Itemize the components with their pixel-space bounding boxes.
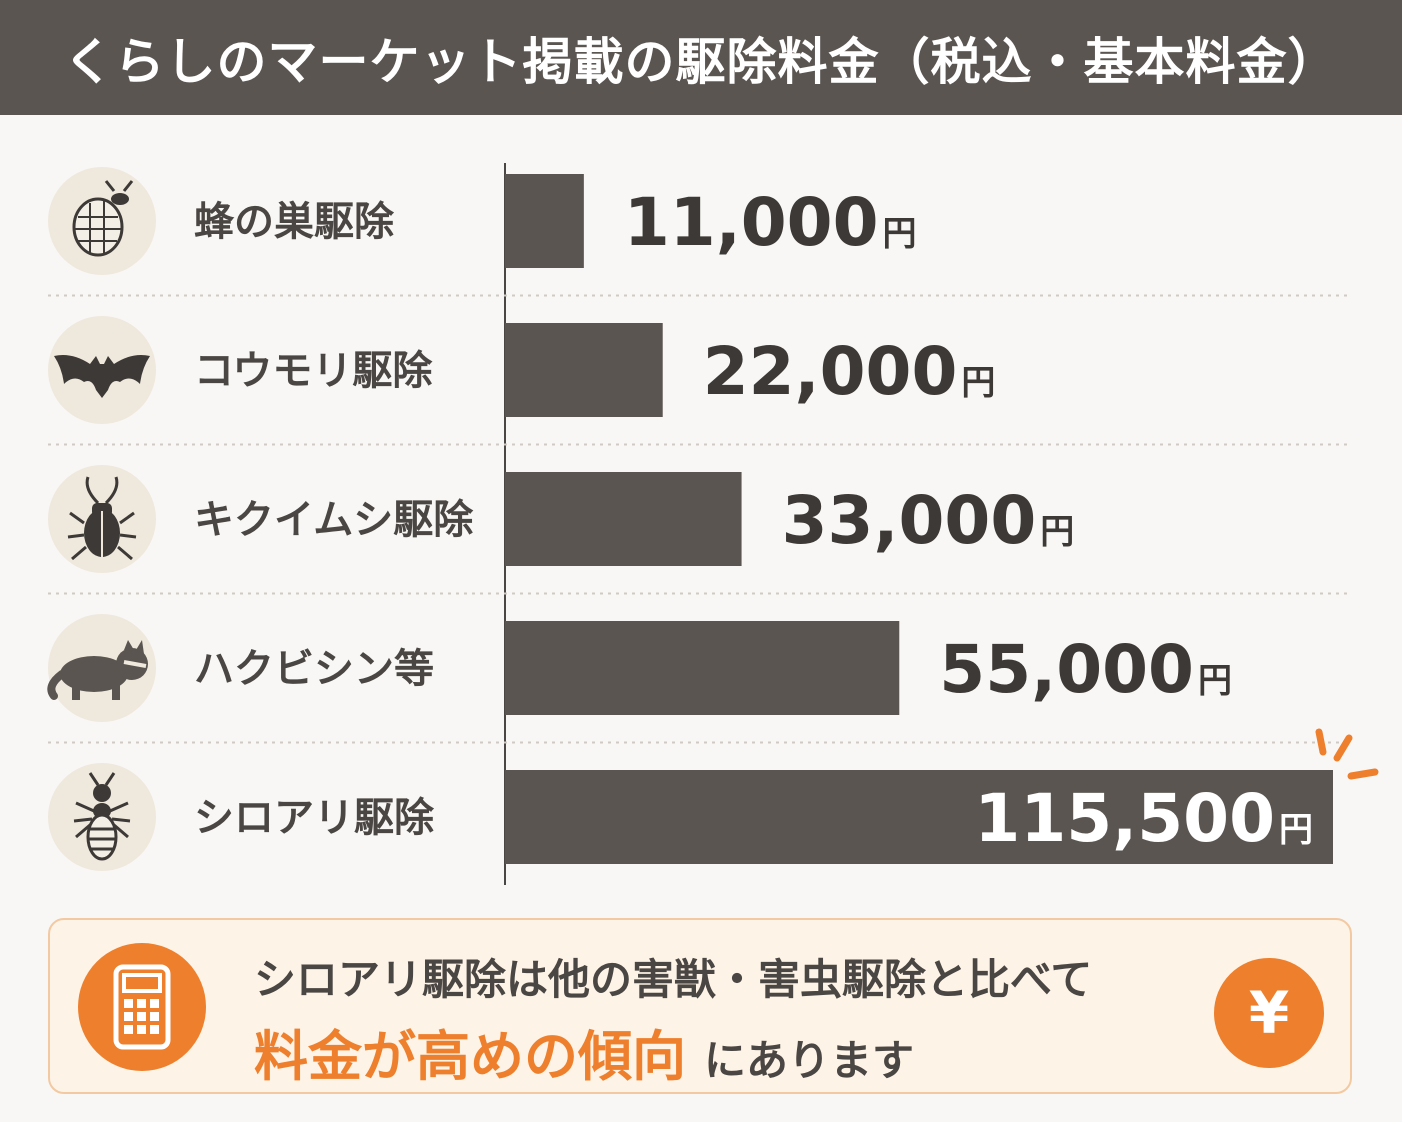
highlight-sparkle-icon xyxy=(1315,728,1379,780)
value-number: 11,000 xyxy=(624,184,879,261)
yen-symbol: ¥ xyxy=(1248,979,1290,1047)
note-box: シロアリ駆除は他の害獣・害虫駆除と比べて 料金が高めの傾向 にあります ¥ xyxy=(48,918,1352,1094)
calculator-icon xyxy=(78,943,206,1071)
bar xyxy=(505,472,742,566)
value-number: 22,000 xyxy=(703,333,958,410)
note-line-1: シロアリ駆除は他の害獣・害虫駆除と比べて xyxy=(254,955,1093,1004)
category-label: 蜂の巣駆除 xyxy=(194,199,395,245)
bar xyxy=(505,770,1333,864)
category-label: キクイムシ駆除 xyxy=(194,497,474,543)
civet-icon xyxy=(47,614,156,722)
value-unit: 円 xyxy=(961,363,995,403)
value-number: 33,000 xyxy=(782,482,1037,559)
value-unit: 円 xyxy=(883,214,917,254)
bar xyxy=(505,621,900,715)
yen-icon: ¥ xyxy=(1214,958,1324,1068)
bat-icon xyxy=(48,316,156,424)
value-unit: 円 xyxy=(1279,810,1313,850)
value-number: 115,500 xyxy=(974,780,1275,857)
value-number: 55,000 xyxy=(939,631,1194,708)
termite-icon xyxy=(48,763,156,871)
value-label: 22,000 円 xyxy=(703,333,996,410)
category-label: ハクビシン等 xyxy=(194,646,434,692)
bar xyxy=(505,174,584,268)
chart-title-bar: くらしのマーケット掲載の駆除料金（税込・基本料金） xyxy=(0,0,1402,115)
value-unit: 円 xyxy=(1040,512,1074,552)
note-emphasis: 料金が高めの傾向 xyxy=(254,1025,686,1088)
category-label: シロアリ駆除 xyxy=(194,795,435,841)
value-unit: 円 xyxy=(1198,661,1232,701)
beetle-icon xyxy=(48,465,156,573)
value-label: 11,000 円 xyxy=(624,184,917,261)
note-rest: にあります xyxy=(704,1036,915,1085)
category-label: コウモリ駆除 xyxy=(194,348,433,394)
note-line-2: 料金が高めの傾向 にあります xyxy=(254,1012,914,1091)
beehive-icon xyxy=(48,167,156,275)
value-label: 55,000 円 xyxy=(939,631,1232,708)
bar xyxy=(505,323,663,417)
value-label: 115,500 円 xyxy=(974,780,1313,857)
chart-title: くらしのマーケット掲載の駆除料金（税込・基本料金） xyxy=(63,32,1339,91)
value-label: 33,000 円 xyxy=(782,482,1075,559)
